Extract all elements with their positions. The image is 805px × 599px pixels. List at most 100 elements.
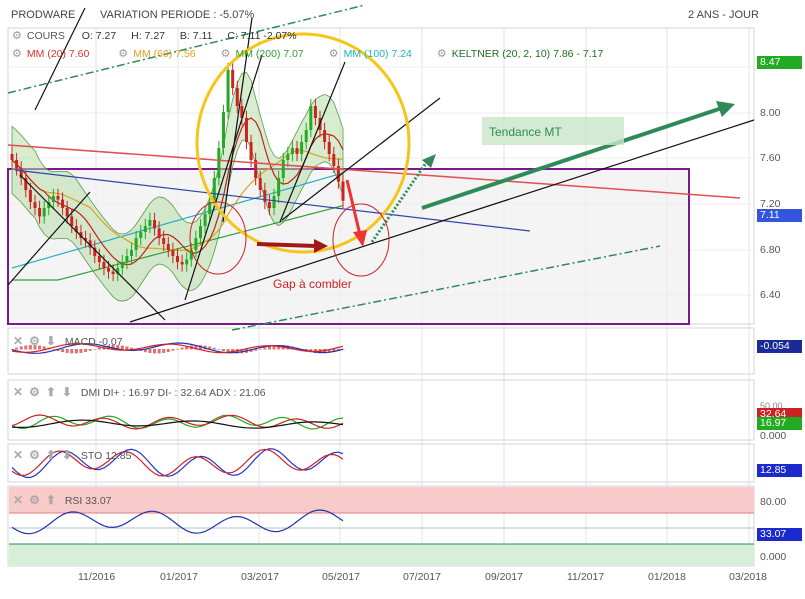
red-resistance-line [7,144,741,199]
dmi-values: DI+ : 16.97 DI- : 32.64 ADX : 21.06 [103,387,266,399]
macd-value: -0.07 [98,336,123,348]
arrow-up-icon[interactable]: ⬆ [45,385,56,399]
candle [231,70,235,88]
macd-bar [290,346,294,350]
date-tick: 11/2016 [78,571,116,583]
macd-bar [148,349,152,354]
candle [304,130,308,142]
candle [102,262,106,268]
candle [277,178,281,196]
dmi-minus-line [11,414,344,430]
candle [217,148,221,178]
gear-icon[interactable]: ⚙ [12,30,22,42]
arrow-up-icon[interactable]: ⬆ [45,493,56,507]
candle [300,142,304,154]
candle [240,106,244,118]
candle [176,256,179,262]
candle [221,112,225,148]
ma20-label: MM (20) 7.60 [26,48,90,60]
keltner-label: KELTNER (20, 2, 10) 7.86 - 7.17 [451,48,604,60]
macd-bar [65,349,69,353]
timeframe-label[interactable]: 2 ANS - JOUR [688,9,759,21]
close-icon[interactable]: ✕ [13,493,24,507]
tendance-box [482,117,624,145]
candle [336,166,340,182]
gear-icon[interactable]: ⚙ [328,48,339,60]
candle [93,247,97,256]
down-arrow-head [353,230,367,247]
candle [267,202,271,208]
macd-bar [116,345,120,350]
macd-bar [323,349,327,354]
macd-bar [88,349,92,351]
red-ellipse-left [189,201,247,275]
macd-bar [28,345,32,350]
macd-bar [254,349,258,351]
macd-bar [157,349,161,354]
arrow-down-icon[interactable]: ⬇ [45,334,56,348]
sto-value: 12.85 [105,450,132,462]
macd-bar [341,348,345,350]
close-icon[interactable]: ✕ [13,385,24,399]
macd-bar [309,349,313,353]
macd-bar [125,346,129,350]
ma60-label: MM (60) 7.56 [133,48,196,60]
macd-bar [185,346,189,350]
candle [33,202,37,208]
macd-bar [162,349,166,353]
sto-tag: 12.85 [757,464,802,477]
date-tick: 07/2017 [403,571,441,583]
dmi-label: DMI [80,387,101,399]
candle [116,268,120,274]
gear-icon[interactable]: ⚙ [118,48,129,60]
black-line-4 [184,54,263,301]
sto-label-row: ✕ ⚙ ⬆ ⬇ STO 12.85 [13,448,131,462]
black-line-3 [34,7,86,111]
gear-icon[interactable]: ⚙ [436,48,447,60]
arrow-down-icon[interactable]: ⬇ [61,448,72,462]
close-icon[interactable]: ✕ [13,448,24,462]
dashdot-upper [7,4,366,94]
close-icon[interactable]: ✕ [13,334,24,348]
candle [74,226,78,232]
black-line-1 [7,191,91,286]
black-line-6 [281,97,441,221]
sto-label: STO [80,450,103,462]
tendance-label: Tendance MT [489,125,562,139]
date-tick: 01/2017 [160,571,198,583]
dmi-label-row: ✕ ⚙ ⬆ ⬇ DMI DI+ : 16.97 DI- : 32.64 ADX : 2… [13,385,266,399]
gear-icon[interactable]: ⚙ [29,493,40,507]
candle [203,214,207,226]
macd-bar [327,349,331,353]
macd-bar [258,348,262,350]
macd-label: MACD [64,336,96,348]
support-line [129,119,755,323]
gear-icon[interactable]: ⚙ [29,334,40,348]
macd-bar [111,345,115,350]
arrow-up-icon[interactable]: ⬆ [45,448,56,462]
candle [166,244,170,250]
candle [38,208,42,217]
axis-tick: 7.20 [760,198,781,210]
macd-bar [332,349,336,352]
gear-icon[interactable]: ⚙ [220,48,231,60]
gear-icon[interactable]: ⚙ [29,385,40,399]
arrow-down-icon[interactable]: ⬇ [61,385,72,399]
ma100-line [11,172,344,269]
candle [120,262,124,268]
candle [198,226,202,238]
sto-pane [11,448,344,479]
macd-bar [33,345,37,350]
gear-icon[interactable]: ⚙ [29,448,40,462]
candle [258,178,262,190]
gear-icon[interactable]: ⚙ [12,48,22,60]
cours-label: COURS [26,30,65,42]
dmi-pane [11,414,344,430]
candle [107,268,111,272]
macd-bar [38,345,42,350]
date-tick: 03/2018 [729,571,767,583]
candle [143,226,147,232]
candle [208,202,212,214]
candle [162,238,166,244]
